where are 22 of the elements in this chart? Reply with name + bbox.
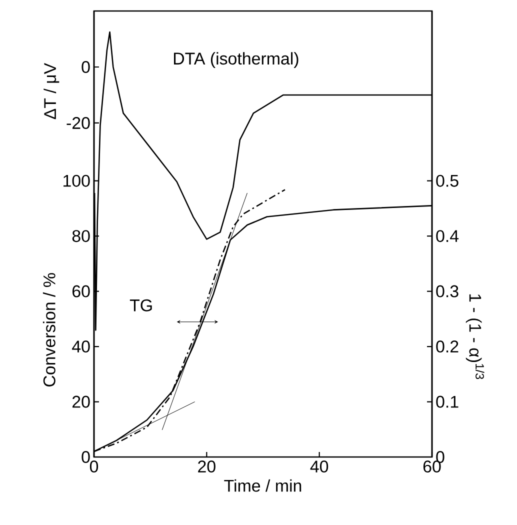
y-axis-title: Conversion / %: [42, 273, 56, 386]
y3-axis-title: ΔT / μV: [44, 62, 60, 120]
y-tick-label: 80: [72, 230, 90, 242]
x-tick-label: 20: [198, 460, 216, 473]
y-tick-label: 60: [72, 285, 90, 298]
annotation: TG: [130, 299, 152, 312]
y2-tick-label: 0.4: [436, 230, 459, 242]
y3-tick-label: -20: [66, 116, 90, 129]
y-tick-label: 100: [64, 174, 90, 187]
x-axis-title: Time / min: [224, 479, 302, 492]
y-tick-label: 40: [72, 340, 90, 353]
y2-tick-label: 0.5: [436, 174, 458, 187]
x-tick-label: 0: [90, 460, 98, 473]
y-tick-label: 0: [82, 451, 90, 463]
y2-tick-label: 0.1: [436, 396, 458, 408]
x-tick-label: 40: [310, 460, 328, 473]
annotation: DTA (isothermal): [174, 52, 298, 68]
y-tick-label: 20: [72, 396, 90, 408]
y2-tick-label: 0.2: [436, 340, 458, 353]
y2-axis-title: 1 - (1 - α)$^{1/3}$: [466, 294, 484, 380]
x-tick-label: 60: [423, 460, 441, 473]
y2-tick-label: 0.3: [436, 285, 458, 298]
